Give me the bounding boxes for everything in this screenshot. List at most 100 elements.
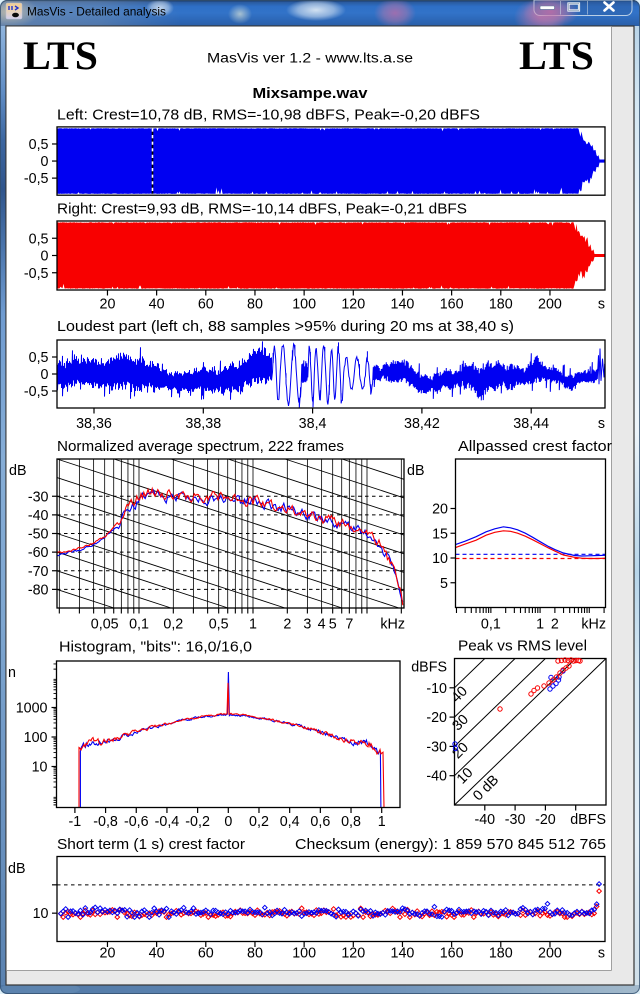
svg-text:-0,4: -0,4 <box>155 814 180 830</box>
svg-text:5: 5 <box>329 617 337 633</box>
svg-text:60: 60 <box>198 946 214 962</box>
svg-text:dBFS: dBFS <box>570 812 606 828</box>
svg-text:0,5: 0,5 <box>29 231 49 247</box>
svg-text:38,4: 38,4 <box>299 416 327 432</box>
svg-text:15: 15 <box>432 526 448 542</box>
svg-text:20: 20 <box>432 502 448 518</box>
svg-text:-0,6: -0,6 <box>124 814 149 830</box>
svg-text:38,38: 38,38 <box>185 416 221 432</box>
svg-text:200: 200 <box>538 946 562 962</box>
svg-text:-0,5: -0,5 <box>24 384 49 400</box>
svg-text:-0,2: -0,2 <box>185 814 210 830</box>
svg-text:MasVis ver 1.2 - www.lts.a.se: MasVis ver 1.2 - www.lts.a.se <box>207 51 413 66</box>
svg-text:10: 10 <box>32 760 48 776</box>
svg-text:0,1: 0,1 <box>129 617 149 633</box>
svg-text:38,36: 38,36 <box>76 416 112 432</box>
svg-text:5: 5 <box>440 576 448 592</box>
svg-text:-50: -50 <box>28 527 49 543</box>
svg-text:-40: -40 <box>28 508 49 524</box>
svg-text:Loudest part (left ch, 88 sam: Loudest part (left ch, 88 samples >95% d… <box>57 319 514 335</box>
svg-text:-20: -20 <box>426 710 447 726</box>
svg-text:2: 2 <box>551 617 559 633</box>
svg-text:120: 120 <box>341 946 365 962</box>
svg-text:Histogram, "bits": 16,0/16,0: Histogram, "bits": 16,0/16,0 <box>59 640 252 656</box>
svg-text:-20: -20 <box>535 812 556 828</box>
svg-text:0,5: 0,5 <box>209 617 229 633</box>
svg-text:LTS: LTS <box>23 33 98 78</box>
svg-text:Peak vs RMS level: Peak vs RMS level <box>458 639 587 655</box>
svg-text:0,1: 0,1 <box>481 617 501 633</box>
svg-text:Normalized average spectrum, 2: Normalized average spectrum, 222 frames <box>57 439 344 455</box>
svg-text:1: 1 <box>378 814 386 830</box>
svg-text:140: 140 <box>391 946 415 962</box>
svg-text:0,2: 0,2 <box>249 814 269 830</box>
svg-text:MasVis - Detailed analysis: MasVis - Detailed analysis <box>27 5 166 19</box>
svg-text:0,5: 0,5 <box>29 137 49 153</box>
svg-text:160: 160 <box>440 297 464 313</box>
svg-text:3: 3 <box>303 617 311 633</box>
svg-text:-60: -60 <box>28 545 49 561</box>
svg-text:dB: dB <box>9 463 27 479</box>
svg-text:60: 60 <box>198 297 214 313</box>
svg-text:0: 0 <box>41 367 49 383</box>
svg-text:0: 0 <box>41 154 49 170</box>
svg-text:0,05: 0,05 <box>91 617 119 633</box>
svg-text:38,42: 38,42 <box>404 416 440 432</box>
svg-text:-1: -1 <box>69 814 82 830</box>
svg-text:1000: 1000 <box>16 701 48 717</box>
svg-text:-0,5: -0,5 <box>24 266 49 282</box>
svg-text:kHz: kHz <box>380 617 405 633</box>
svg-text:0: 0 <box>224 814 232 830</box>
svg-text:s: s <box>598 297 605 313</box>
svg-text:Mixsampe.wav: Mixsampe.wav <box>253 85 369 102</box>
svg-text:0,6: 0,6 <box>310 814 330 830</box>
svg-text:-30: -30 <box>505 812 526 828</box>
svg-text:Short term (1 s) crest factor: Short term (1 s) crest factor <box>57 837 245 853</box>
svg-text:-10: -10 <box>426 681 447 697</box>
svg-text:20: 20 <box>100 297 116 313</box>
svg-text:40: 40 <box>149 297 165 313</box>
svg-text:100: 100 <box>292 946 316 962</box>
svg-text:n: n <box>8 665 16 681</box>
svg-text:0,8: 0,8 <box>341 814 361 830</box>
svg-text:0,4: 0,4 <box>280 814 300 830</box>
svg-text:Right: Crest=9,93 dB, RMS=-10,: Right: Crest=9,93 dB, RMS=-10,14 dBFS, P… <box>57 202 467 218</box>
svg-text:-30: -30 <box>28 489 49 505</box>
svg-text:-80: -80 <box>28 582 49 598</box>
svg-text:dBFS: dBFS <box>411 660 447 676</box>
svg-text:0: 0 <box>41 249 49 265</box>
svg-text:20: 20 <box>100 946 116 962</box>
svg-text:-40: -40 <box>474 812 495 828</box>
svg-text:100: 100 <box>292 297 316 313</box>
svg-text:-70: -70 <box>28 564 49 580</box>
svg-text:-0,5: -0,5 <box>24 171 49 187</box>
svg-text:180: 180 <box>489 297 513 313</box>
svg-text:10: 10 <box>432 551 448 567</box>
svg-text:2: 2 <box>283 617 291 633</box>
svg-text:200: 200 <box>538 297 562 313</box>
svg-text:100: 100 <box>24 730 48 746</box>
svg-text:-40: -40 <box>426 769 447 785</box>
svg-text:40: 40 <box>149 946 165 962</box>
svg-text:160: 160 <box>440 946 464 962</box>
svg-text:80: 80 <box>247 297 263 313</box>
svg-text:Checksum (energy): 1 859 570: Checksum (energy): 1 859 570 845 512 765 <box>295 837 606 853</box>
svg-text:10: 10 <box>33 906 49 922</box>
svg-text:0,5: 0,5 <box>29 350 49 366</box>
svg-text:120: 120 <box>341 297 365 313</box>
svg-text:38,44: 38,44 <box>513 416 549 432</box>
svg-text:dB: dB <box>407 463 425 479</box>
svg-text:s: s <box>598 416 605 432</box>
svg-text:kHz: kHz <box>581 617 606 633</box>
svg-text:1: 1 <box>536 617 544 633</box>
svg-text:Left: Crest=10,78 dB, RMS=-10,: Left: Crest=10,78 dB, RMS=-10,98 dBFS, P… <box>57 108 480 124</box>
svg-text:Allpassed crest factor: Allpassed crest factor <box>458 439 612 455</box>
svg-text:dB: dB <box>8 861 26 877</box>
svg-text:1: 1 <box>249 617 257 633</box>
svg-text:-30: -30 <box>426 739 447 755</box>
svg-text:-0,8: -0,8 <box>93 814 118 830</box>
svg-text:s: s <box>598 946 605 962</box>
svg-text:180: 180 <box>489 946 513 962</box>
svg-text:140: 140 <box>391 297 415 313</box>
svg-text:0,2: 0,2 <box>163 617 183 633</box>
